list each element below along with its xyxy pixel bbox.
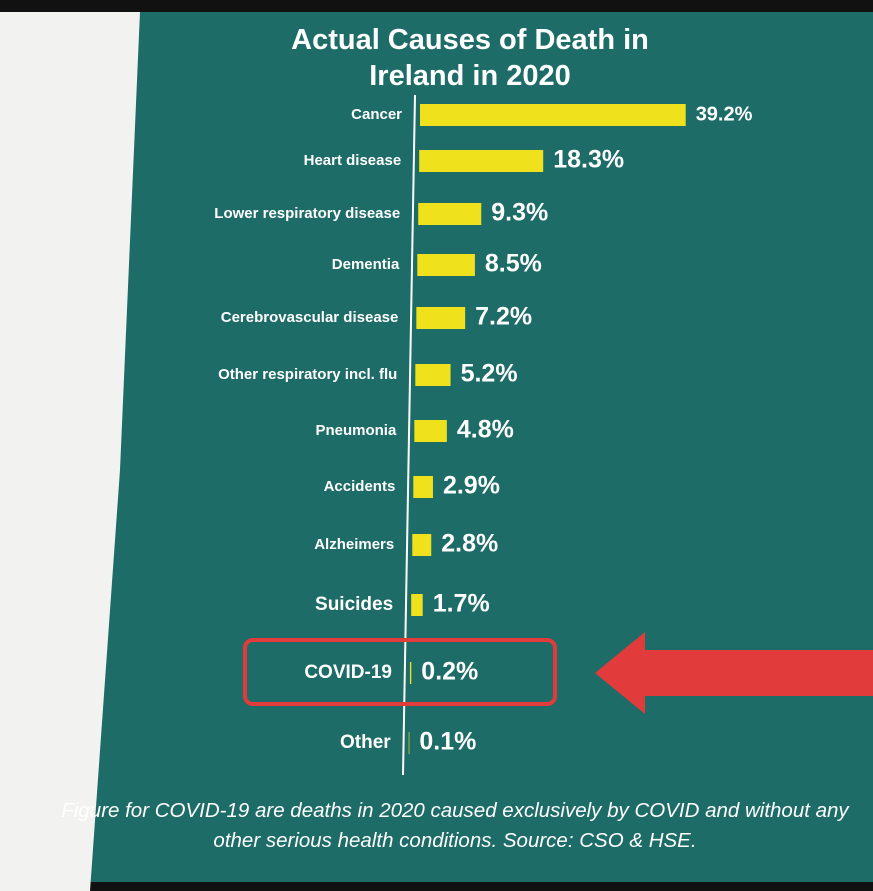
value-label: 9.3% [491, 199, 548, 227]
value-label: 18.3% [553, 146, 624, 174]
category-label: Other [340, 732, 391, 753]
category-label: Pneumonia [315, 422, 397, 439]
category-label: Cancer [351, 106, 402, 123]
bar [419, 150, 544, 172]
chart-title: Actual Causes of Death in Ireland in 202… [291, 24, 649, 92]
bar [414, 420, 447, 442]
value-label: 39.2% [696, 103, 753, 125]
value-label: 2.9% [443, 472, 500, 500]
paper-edge [0, 12, 140, 891]
bar [416, 307, 466, 329]
value-label: 0.1% [419, 728, 476, 756]
axis-line [402, 94, 416, 776]
category-label: Cerebrovascular disease [221, 309, 399, 326]
bar [415, 364, 451, 386]
value-label: 7.2% [475, 303, 532, 331]
value-label: 8.5% [485, 250, 542, 278]
bar [420, 104, 686, 126]
bar [408, 732, 410, 754]
category-label: COVID-19 [304, 662, 392, 683]
category-label: Accidents [324, 478, 396, 495]
category-label: Dementia [332, 256, 400, 273]
bar [412, 534, 432, 556]
category-label: Lower respiratory disease [214, 205, 400, 222]
bar [418, 203, 482, 225]
category-label: Other respiratory incl. flu [218, 366, 397, 383]
category-label: Heart disease [304, 152, 402, 169]
value-label: 4.8% [457, 416, 514, 444]
bar [409, 662, 412, 684]
value-label: 5.2% [461, 360, 518, 388]
category-label: Suicides [315, 594, 393, 615]
value-label: 0.2% [421, 658, 478, 686]
arrow [595, 632, 873, 714]
footnote: Figure for COVID-19 are deaths in 2020 c… [61, 799, 849, 852]
highlight-box [243, 638, 557, 706]
bar [413, 476, 433, 498]
bar [411, 594, 423, 616]
value-label: 2.8% [441, 530, 498, 558]
category-label: Alzheimers [314, 536, 394, 553]
bar [417, 254, 475, 276]
value-label: 1.7% [433, 590, 490, 618]
